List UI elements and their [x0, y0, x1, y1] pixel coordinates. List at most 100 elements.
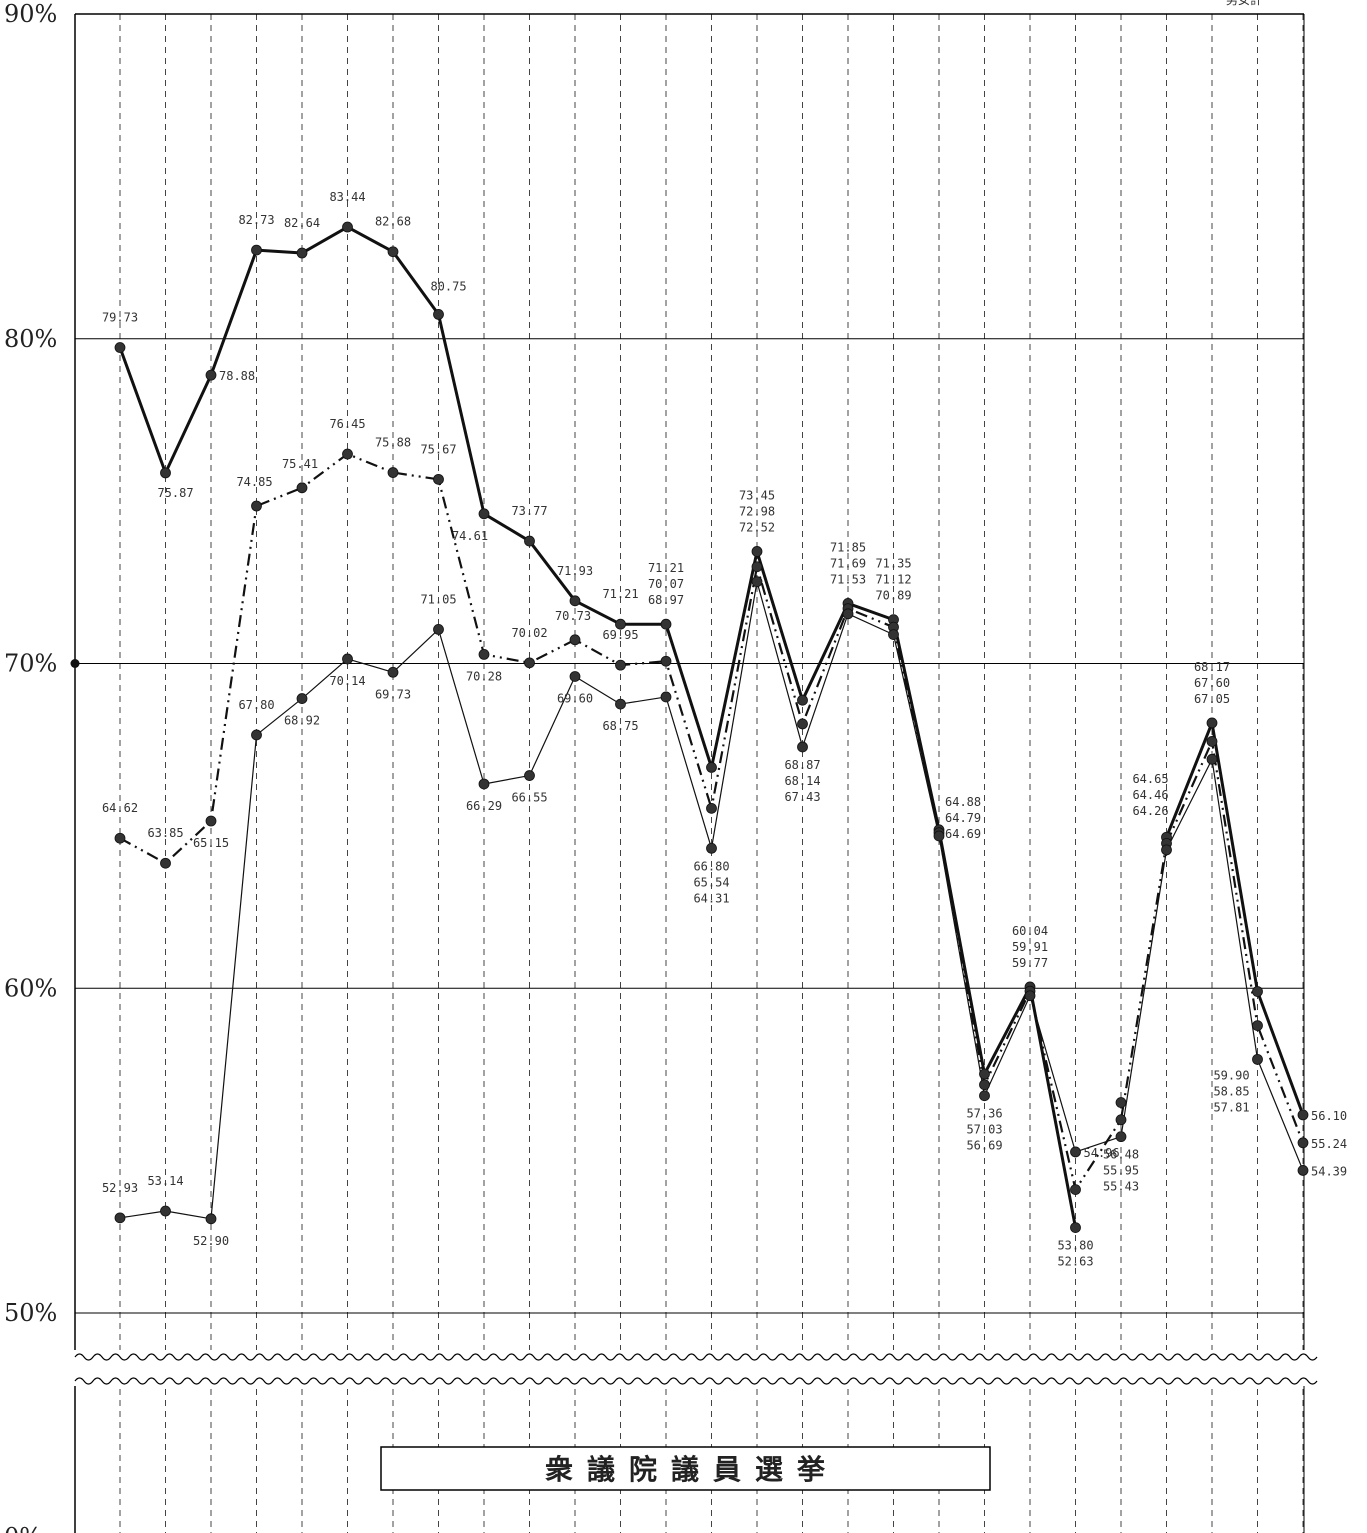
data-point	[1115, 1114, 1127, 1126]
data-label: 58.85	[1213, 1084, 1249, 1098]
data-point	[615, 618, 626, 630]
data-point	[933, 830, 945, 842]
data-label: 70.14	[329, 674, 365, 688]
data-point	[706, 842, 717, 854]
data-label: 54.96	[1084, 1146, 1120, 1160]
grid	[72, 13, 1318, 1533]
data-point	[1297, 1165, 1309, 1176]
data-label: 55.95	[1103, 1164, 1139, 1178]
data-point	[296, 482, 308, 494]
data-point	[1070, 1184, 1081, 1195]
data-label: 70.02	[511, 626, 547, 640]
data-point	[1252, 986, 1263, 997]
data-label: 82.73	[238, 213, 274, 227]
data-label: 67.05	[1194, 692, 1230, 706]
data-point	[1297, 1109, 1309, 1121]
data-point	[569, 595, 581, 607]
data-label: 63.85	[147, 826, 183, 840]
y-tick-label: 50%	[4, 1299, 57, 1327]
y-tick-label: 90%	[4, 0, 57, 28]
data-point	[387, 246, 399, 258]
y-tick-label: 0%	[4, 1523, 42, 1533]
data-label: 56.10	[1311, 1109, 1347, 1123]
data-label: 52.63	[1057, 1255, 1093, 1269]
title-box	[380, 1446, 991, 1491]
data-point	[979, 1090, 990, 1102]
data-point	[1252, 1053, 1263, 1065]
data-label: 65.54	[693, 875, 729, 889]
data-point	[251, 729, 262, 741]
data-label: 64.69	[945, 827, 981, 841]
data-point	[660, 618, 672, 630]
data-label: 56.69	[966, 1139, 1002, 1153]
data-label: 66.80	[693, 859, 729, 873]
data-point	[524, 770, 535, 781]
series-line-1	[118, 225, 1305, 1228]
data-point	[160, 467, 171, 479]
data-point	[387, 467, 399, 478]
data-label: 52.90	[193, 1234, 229, 1248]
data-label: 71.12	[875, 573, 911, 587]
data-label: 75.41	[282, 457, 318, 471]
data-label: 67.60	[1194, 676, 1230, 690]
data-label: 70.89	[875, 589, 911, 603]
data-label: 82.68	[375, 215, 411, 229]
data-label: 64.88	[945, 795, 981, 809]
data-point	[1206, 717, 1218, 729]
y-tick-label: 60%	[4, 974, 57, 1002]
data-label: 59.91	[1012, 940, 1048, 954]
data-label: 60.04	[1012, 924, 1048, 938]
data-point	[205, 1213, 217, 1225]
data-point	[751, 546, 763, 557]
data-point	[114, 342, 126, 353]
data-label: 73.77	[511, 504, 547, 518]
chart-title-box: 衆議院議員選挙	[380, 1446, 991, 1491]
data-point	[433, 308, 444, 320]
data-point	[251, 500, 262, 512]
data-label: 69.73	[375, 687, 411, 701]
data-label: 56.48	[1103, 1148, 1139, 1162]
data-point	[1070, 1222, 1081, 1233]
data-label: 68.17	[1194, 660, 1230, 674]
data-label: 64.26	[1132, 804, 1168, 818]
data-label: 74.61	[452, 529, 488, 543]
data-label: 71.21	[602, 587, 638, 601]
data-label: 83.44	[329, 190, 365, 204]
data-point	[478, 508, 490, 520]
axis-break-wave	[74, 1353, 1318, 1361]
data-point	[296, 693, 308, 704]
data-point	[524, 657, 535, 669]
data-label: 68.87	[784, 758, 820, 772]
data-label: 53.80	[1057, 1239, 1093, 1253]
data-label: 64.46	[1132, 788, 1168, 802]
data-label: 75.88	[375, 436, 411, 450]
data-point	[842, 608, 854, 620]
data-label: 64.79	[945, 811, 981, 825]
data-label: 68.14	[784, 774, 820, 788]
data-label: 72.52	[739, 520, 775, 534]
data-label: 69.95	[602, 628, 638, 642]
data-label: 57.03	[966, 1123, 1002, 1137]
data-label: 67.43	[784, 790, 820, 804]
data-label: 80.75	[430, 279, 466, 293]
y-tick-label: 80%	[4, 325, 57, 353]
data-labels: 79.73 64.62 52.93 75.87 63.85 53.14 78.88 65.15…	[102, 190, 1347, 1269]
data-point	[160, 857, 171, 869]
data-point	[1252, 1020, 1263, 1031]
data-point	[478, 649, 490, 660]
data-label: 59.77	[1012, 956, 1048, 970]
data-label: 71.05	[420, 592, 456, 606]
data-point	[569, 671, 581, 682]
data-point	[433, 473, 444, 485]
data-point	[342, 653, 353, 665]
data-label: 73.45	[739, 488, 775, 502]
data-point	[342, 448, 353, 460]
data-point	[114, 1212, 126, 1224]
data-label: 72.98	[739, 504, 775, 518]
chart-title: 衆議院議員選挙	[545, 1453, 839, 1486]
data-label: 70.28	[466, 669, 502, 683]
data-label: 82.64	[284, 216, 320, 230]
data-label: 75.67	[420, 442, 456, 456]
data-point	[751, 561, 763, 573]
